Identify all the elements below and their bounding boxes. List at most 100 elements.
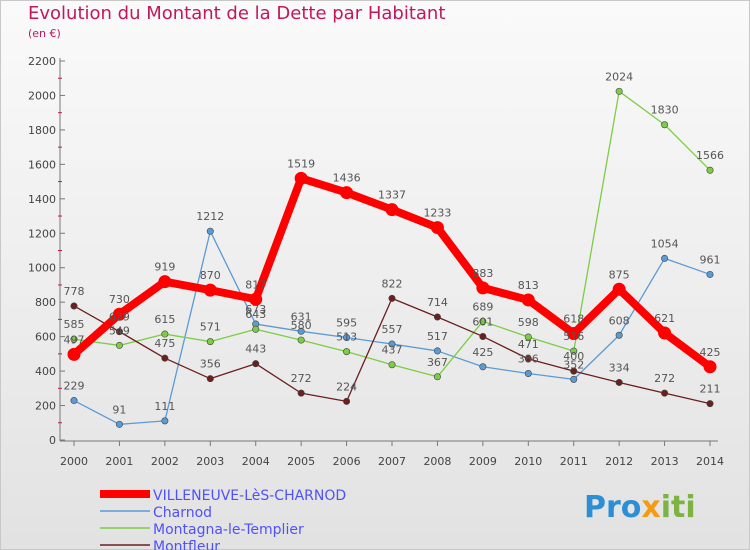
- y-tick-label: 1200: [28, 227, 56, 240]
- x-tick-label: 2012: [605, 455, 633, 468]
- data-point: [615, 378, 623, 386]
- data-point: [615, 331, 623, 339]
- data-point: [706, 400, 714, 408]
- data-point: [706, 166, 714, 174]
- data-point: [567, 327, 581, 341]
- data-label: 334: [609, 361, 630, 374]
- data-point: [340, 186, 354, 200]
- data-label: 1830: [651, 104, 679, 117]
- legend-label: Montagna-le-Templier: [153, 522, 304, 538]
- y-tick-label: 1600: [28, 158, 56, 171]
- x-tick-label: 2004: [242, 455, 270, 468]
- data-point: [658, 326, 672, 340]
- data-point: [570, 367, 578, 375]
- data-label: 608: [609, 314, 630, 327]
- data-point: [206, 338, 214, 346]
- y-tick-label: 600: [35, 331, 56, 344]
- x-tick-label: 2013: [651, 455, 679, 468]
- data-label: 443: [245, 343, 266, 356]
- data-point: [112, 307, 126, 321]
- data-point: [115, 328, 123, 336]
- data-point: [343, 348, 351, 356]
- data-point: [70, 397, 78, 405]
- data-label: 111: [154, 400, 175, 413]
- data-label: 714: [427, 296, 448, 309]
- data-label: 475: [154, 337, 175, 350]
- data-label: 580: [291, 319, 312, 332]
- data-label: 91: [112, 403, 126, 416]
- data-point: [388, 361, 396, 369]
- y-tick-label: 200: [35, 400, 56, 413]
- data-label: 689: [472, 300, 493, 313]
- x-tick-label: 2001: [105, 455, 133, 468]
- x-tick-label: 2002: [151, 455, 179, 468]
- data-point: [67, 347, 81, 361]
- data-point: [479, 363, 487, 371]
- data-point: [161, 417, 169, 425]
- y-tick-label: 1400: [28, 193, 56, 206]
- data-label: 497: [64, 333, 85, 346]
- y-tick-label: 2000: [28, 89, 56, 102]
- data-point: [297, 389, 305, 397]
- data-point: [343, 397, 351, 405]
- data-point: [161, 330, 169, 338]
- data-point: [479, 317, 487, 325]
- data-point: [70, 302, 78, 310]
- data-label: 557: [382, 323, 403, 336]
- data-label: 571: [200, 321, 221, 334]
- data-point: [161, 354, 169, 362]
- data-point: [430, 221, 444, 235]
- data-label: 629: [109, 311, 130, 324]
- y-tick-label: 2200: [28, 55, 56, 68]
- data-label: 621: [654, 312, 675, 325]
- data-point: [297, 336, 305, 344]
- data-label: 229: [64, 380, 85, 393]
- data-point: [521, 293, 535, 307]
- data-label: 883: [472, 267, 493, 280]
- x-tick-label: 2007: [378, 455, 406, 468]
- data-label: 272: [654, 372, 675, 385]
- data-label: 272: [291, 372, 312, 385]
- data-label: 919: [154, 261, 175, 274]
- data-point: [479, 332, 487, 340]
- data-point: [570, 347, 578, 355]
- y-tick-label: 400: [35, 365, 56, 378]
- data-label: 870: [200, 269, 221, 282]
- legend-label: Montfleur: [153, 539, 220, 550]
- data-label: 386: [518, 353, 539, 366]
- data-point: [524, 333, 532, 341]
- data-point: [206, 227, 214, 235]
- y-tick-label: 800: [35, 296, 56, 309]
- data-label: 367: [427, 356, 448, 369]
- chart-title: Evolution du Montant de la Dette par Hab…: [28, 3, 446, 24]
- x-tick-label: 2010: [514, 455, 542, 468]
- data-label: 631: [291, 310, 312, 323]
- x-tick-label: 2009: [469, 455, 497, 468]
- x-tick-label: 2003: [196, 455, 224, 468]
- x-tick-label: 2005: [287, 455, 315, 468]
- data-point: [203, 283, 217, 297]
- data-label: 549: [109, 324, 130, 337]
- data-label: 517: [427, 330, 448, 343]
- data-point: [615, 87, 623, 95]
- data-point: [249, 292, 263, 306]
- data-label: 356: [200, 358, 221, 371]
- data-label: 598: [518, 316, 539, 329]
- data-point: [706, 270, 714, 278]
- data-point: [206, 375, 214, 383]
- data-label: 516: [563, 330, 584, 343]
- data-label: 1337: [378, 189, 406, 202]
- data-point: [433, 313, 441, 321]
- data-label: 1212: [196, 210, 224, 223]
- data-point: [297, 327, 305, 335]
- data-label: 2024: [605, 70, 633, 83]
- proxiti-logo: Proxiti: [584, 490, 696, 525]
- data-label: 1054: [651, 237, 679, 250]
- data-point: [612, 282, 626, 296]
- data-label: 425: [700, 346, 721, 359]
- data-point: [433, 373, 441, 381]
- data-label: 1233: [423, 207, 451, 220]
- data-point: [524, 355, 532, 363]
